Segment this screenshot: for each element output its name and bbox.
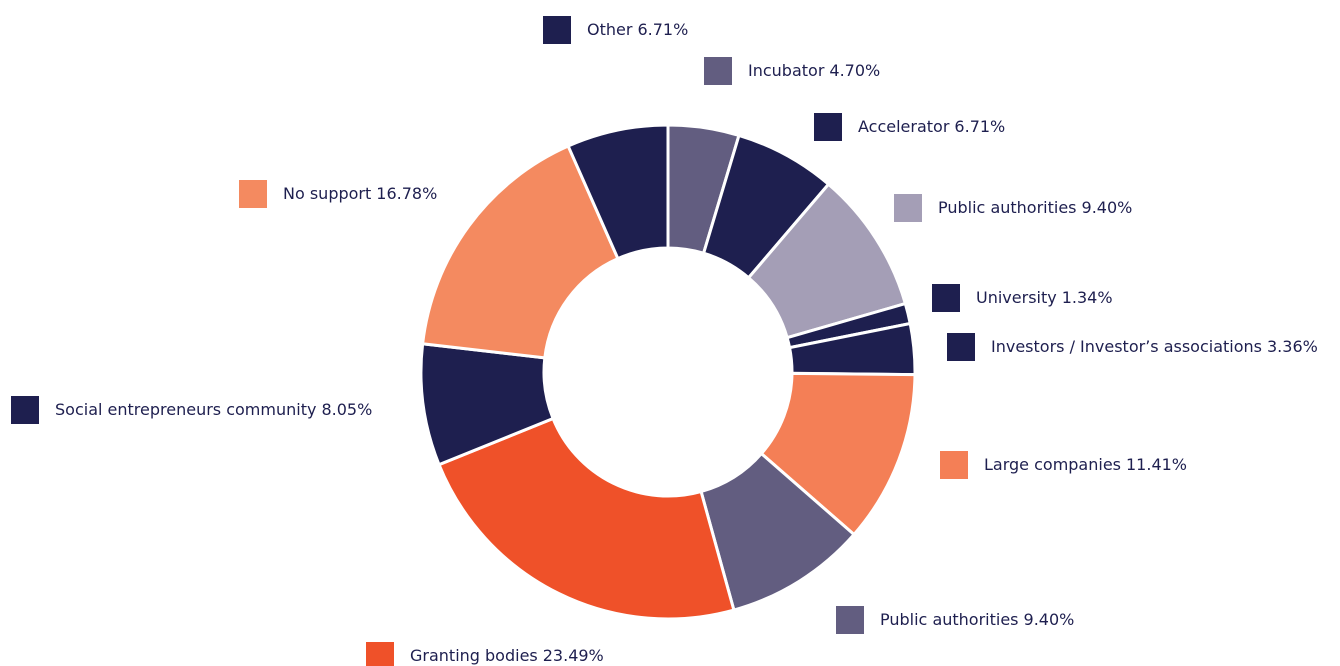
legend-value: 6.71% — [637, 20, 688, 39]
legend-name: Public authorities — [880, 610, 1019, 629]
legend-swatch — [947, 333, 975, 361]
legend-swatch — [704, 57, 732, 85]
legend-label: Large companies 11.41% — [984, 455, 1187, 474]
legend-value: 16.78% — [376, 184, 437, 203]
legend-name: Investors / Investor’s associations — [991, 337, 1262, 356]
legend-label: Public authorities 9.40% — [880, 610, 1074, 629]
legend-value: 11.41% — [1126, 455, 1187, 474]
legend-label: Public authorities 9.40% — [938, 198, 1132, 217]
legend-swatch — [836, 606, 864, 634]
legend-name: Large companies — [984, 455, 1121, 474]
legend-name: Social entrepreneurs community — [55, 400, 316, 419]
legend-name: University — [976, 288, 1057, 307]
legend-swatch — [940, 451, 968, 479]
legend-swatch — [366, 642, 394, 666]
legend-swatch — [11, 396, 39, 424]
legend-label: Accelerator 6.71% — [858, 117, 1005, 136]
legend-name: Accelerator — [858, 117, 950, 136]
legend-label: No support 16.78% — [283, 184, 437, 203]
donut-slice — [437, 416, 736, 621]
legend-label: Granting bodies 23.49% — [410, 646, 604, 665]
legend-swatch — [814, 113, 842, 141]
legend-label: Incubator 4.70% — [748, 61, 880, 80]
legend-name: Public authorities — [938, 198, 1077, 217]
legend-label: Other 6.71% — [587, 20, 688, 39]
legend-name: Incubator — [748, 61, 825, 80]
legend-value: 9.40% — [1082, 198, 1133, 217]
legend-swatch — [932, 284, 960, 312]
legend-name: Other — [587, 20, 633, 39]
legend-name: Granting bodies — [410, 646, 538, 665]
legend-value: 1.34% — [1062, 288, 1113, 307]
legend-value: 9.40% — [1024, 610, 1075, 629]
legend-value: 23.49% — [543, 646, 604, 665]
legend-value: 3.36% — [1267, 337, 1318, 356]
donut-slice — [566, 123, 670, 261]
legend-label: Social entrepreneurs community 8.05% — [55, 400, 372, 419]
legend-value: 4.70% — [829, 61, 880, 80]
legend-swatch — [543, 16, 571, 44]
legend-swatch — [239, 180, 267, 208]
legend-label: Investors / Investor’s associations 3.36% — [991, 337, 1318, 356]
legend-value: 8.05% — [321, 400, 372, 419]
donut-slice — [420, 144, 620, 360]
legend-swatch — [894, 194, 922, 222]
legend-label: University 1.34% — [976, 288, 1113, 307]
legend-value: 6.71% — [954, 117, 1005, 136]
legend-name: No support — [283, 184, 371, 203]
